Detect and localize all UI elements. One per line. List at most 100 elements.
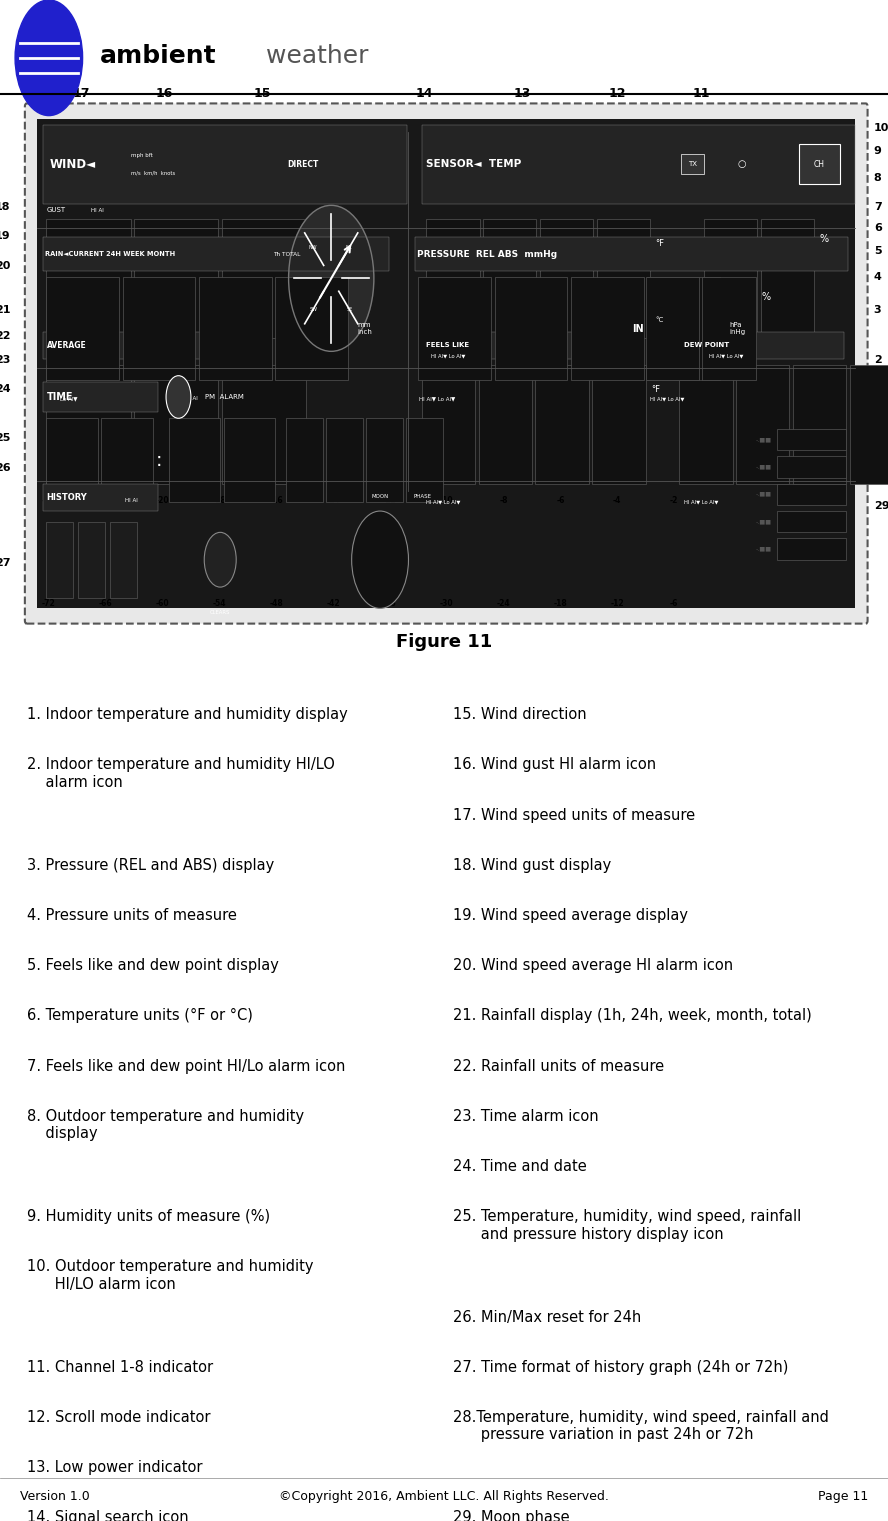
FancyBboxPatch shape [169,418,220,502]
Text: 3: 3 [874,306,882,315]
Text: SW: SW [309,307,317,312]
Text: -18: -18 [553,599,567,608]
Text: -.■■: -.■■ [756,491,772,497]
Text: 14. Signal search icon: 14. Signal search icon [27,1510,188,1521]
Text: -60: -60 [155,599,170,608]
Text: °C: °C [655,318,663,324]
Text: mm
inch: mm inch [357,322,372,335]
Text: NE: NE [345,245,353,249]
Text: 4: 4 [874,272,882,281]
Text: 22. Rainfall units of measure: 22. Rainfall units of measure [453,1059,664,1074]
Text: 10. Outdoor temperature and humidity
      HI/LO alarm icon: 10. Outdoor temperature and humidity HI/… [27,1259,313,1291]
Text: 23. Time alarm icon: 23. Time alarm icon [453,1109,599,1124]
FancyBboxPatch shape [479,365,532,484]
FancyBboxPatch shape [199,277,272,380]
Text: HI Al: HI Al [91,208,104,213]
Text: -12: -12 [610,599,624,608]
Text: -20: -20 [155,496,170,505]
Text: 6: 6 [874,224,882,233]
Text: :: : [155,450,162,470]
FancyBboxPatch shape [418,277,491,380]
Text: -66: -66 [99,599,113,608]
FancyBboxPatch shape [793,365,846,484]
Text: -.■■: -.■■ [756,519,772,525]
FancyBboxPatch shape [43,382,158,412]
FancyBboxPatch shape [43,332,211,359]
Text: 18. Wind gust display: 18. Wind gust display [453,858,611,873]
Text: -2: -2 [670,496,678,505]
Text: 6. Temperature units (°F or °C): 6. Temperature units (°F or °C) [27,1008,252,1024]
FancyBboxPatch shape [761,219,814,338]
Text: hPa
inHg: hPa inHg [729,322,745,335]
Text: HI Al▼ Lo Al▼: HI Al▼ Lo Al▼ [709,353,743,359]
Text: 24: 24 [0,385,11,394]
Text: TIME: TIME [47,392,74,402]
Text: 17. Wind speed units of measure: 17. Wind speed units of measure [453,808,695,823]
Text: 20. Wind speed average HI alarm icon: 20. Wind speed average HI alarm icon [453,958,733,973]
Text: CH: CH [814,160,825,169]
Text: 14: 14 [416,87,433,100]
Text: -36: -36 [383,599,397,608]
Text: -16: -16 [269,496,283,505]
Text: 19: 19 [0,231,11,240]
FancyBboxPatch shape [123,277,195,380]
Text: %: % [761,292,770,301]
Text: -22: -22 [99,496,113,505]
Text: -.■■: -.■■ [756,437,772,443]
Text: HI Al: HI Al [125,497,138,503]
Text: 11: 11 [693,87,710,100]
Text: 19. Wind speed average display: 19. Wind speed average display [453,908,688,923]
FancyBboxPatch shape [43,484,158,511]
Text: 16: 16 [155,87,173,100]
FancyBboxPatch shape [78,522,105,598]
Text: 15: 15 [253,87,271,100]
Text: ©Copyright 2016, Ambient LLC. All Rights Reserved.: ©Copyright 2016, Ambient LLC. All Rights… [279,1489,609,1503]
FancyBboxPatch shape [646,277,699,380]
Text: 9: 9 [874,146,882,155]
Text: Figure 11: Figure 11 [396,633,492,651]
FancyBboxPatch shape [415,237,848,271]
Text: -42: -42 [326,599,340,608]
Text: -14: -14 [326,496,340,505]
FancyBboxPatch shape [592,365,646,484]
Text: 13. Low power indicator: 13. Low power indicator [27,1460,202,1475]
Text: -18: -18 [212,496,226,505]
Text: 24. Time and date: 24. Time and date [453,1159,587,1174]
FancyBboxPatch shape [366,418,403,502]
Text: 2. Indoor temperature and humidity HI/LO
    alarm icon: 2. Indoor temperature and humidity HI/LO… [27,757,335,789]
Text: 5. Feels like and dew point display: 5. Feels like and dew point display [27,958,279,973]
FancyBboxPatch shape [535,365,589,484]
Text: TX: TX [688,161,697,167]
FancyBboxPatch shape [134,219,218,338]
FancyBboxPatch shape [222,365,306,484]
Text: m/s  km/h  knots: m/s km/h knots [131,170,176,176]
Text: 7: 7 [874,202,882,211]
Text: FEELS LIKE: FEELS LIKE [426,342,470,348]
FancyBboxPatch shape [426,219,480,338]
FancyBboxPatch shape [422,365,475,484]
Text: SENSOR◄  TEMP: SENSOR◄ TEMP [426,160,521,169]
FancyBboxPatch shape [540,219,593,338]
Text: HI Al▼ Lo Al▼: HI Al▼ Lo Al▼ [431,353,465,359]
Text: 11. Channel 1-8 indicator: 11. Channel 1-8 indicator [27,1360,213,1375]
Text: 17: 17 [73,87,91,100]
Circle shape [289,205,374,351]
Text: 13: 13 [513,87,531,100]
Text: weather: weather [258,44,369,68]
FancyBboxPatch shape [25,103,868,624]
Text: 22: 22 [0,332,11,341]
Text: 8. Outdoor temperature and humidity
    display: 8. Outdoor temperature and humidity disp… [27,1109,304,1141]
Text: 16. Wind gust HI alarm icon: 16. Wind gust HI alarm icon [453,757,656,773]
Text: 12: 12 [608,87,626,100]
Text: -8: -8 [499,496,508,505]
Text: -.■■: -.■■ [756,464,772,470]
Text: mph bft: mph bft [131,152,153,158]
Text: Version 1.0: Version 1.0 [20,1489,90,1503]
Text: 26. Min/Max reset for 24h: 26. Min/Max reset for 24h [453,1310,641,1325]
FancyBboxPatch shape [46,522,73,598]
Text: HI Al▼ Lo Al▼: HI Al▼ Lo Al▼ [684,499,718,505]
Text: DEW POINT: DEW POINT [684,342,729,348]
FancyBboxPatch shape [43,237,389,271]
Text: -54: -54 [212,599,226,608]
FancyBboxPatch shape [46,277,119,380]
